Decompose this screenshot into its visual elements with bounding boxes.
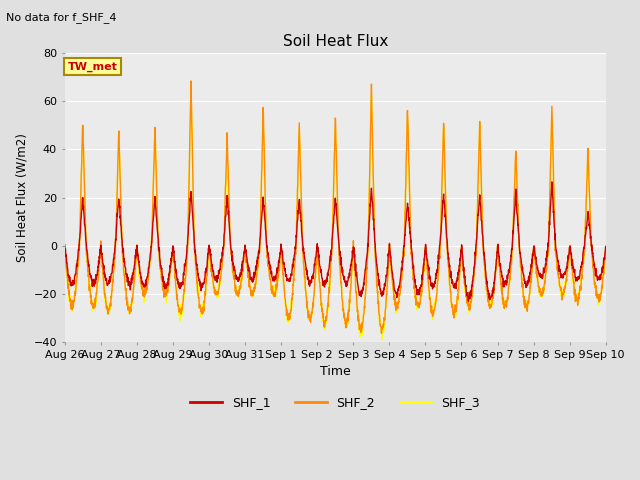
X-axis label: Time: Time [320, 365, 351, 378]
Text: TW_met: TW_met [67, 62, 117, 72]
Y-axis label: Soil Heat Flux (W/m2): Soil Heat Flux (W/m2) [15, 133, 28, 262]
Text: No data for f_SHF_4: No data for f_SHF_4 [6, 12, 117, 23]
Legend: SHF_1, SHF_2, SHF_3: SHF_1, SHF_2, SHF_3 [186, 392, 485, 414]
Title: Soil Heat Flux: Soil Heat Flux [282, 34, 388, 49]
